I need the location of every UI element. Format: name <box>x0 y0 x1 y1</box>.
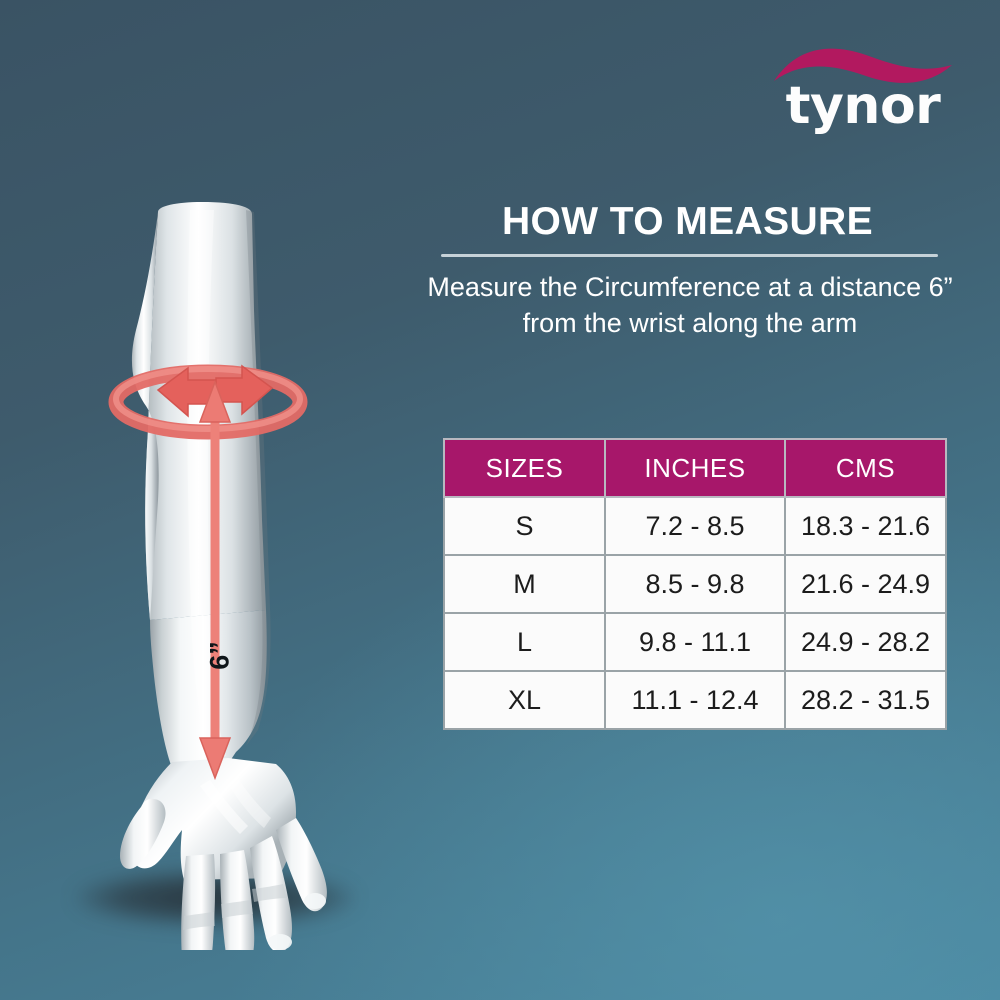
table-header-row: SIZES INCHES CMS <box>443 438 947 498</box>
column-header-cms: CMS <box>784 438 947 498</box>
cell-cms: 24.9 - 28.2 <box>784 612 947 672</box>
cell-inches: 11.1 - 12.4 <box>604 670 786 730</box>
size-chart-table: SIZES INCHES CMS S 7.2 - 8.5 18.3 - 21.6… <box>443 438 947 730</box>
cell-size: S <box>443 496 606 556</box>
cell-cms: 28.2 - 31.5 <box>784 670 947 730</box>
circumference-arrow <box>108 364 308 440</box>
table-row: XL 11.1 - 12.4 28.2 - 31.5 <box>443 670 947 730</box>
brand-logo: tynor <box>762 44 962 144</box>
hand-shape <box>120 758 327 950</box>
cell-cms: 21.6 - 24.9 <box>784 554 947 614</box>
page-title: HOW TO MEASURE <box>501 200 874 243</box>
cell-size: L <box>443 612 606 672</box>
arm-graphic <box>108 202 327 950</box>
arm-illustration: 6” <box>40 190 380 950</box>
cell-inches: 9.8 - 11.1 <box>604 612 786 672</box>
swoosh-icon <box>774 48 952 83</box>
length-arrow <box>198 379 232 781</box>
cell-inches: 7.2 - 8.5 <box>604 496 786 556</box>
cell-size: M <box>443 554 606 614</box>
cell-cms: 18.3 - 21.6 <box>784 496 947 556</box>
title-divider <box>441 254 938 257</box>
column-header-inches: INCHES <box>604 438 786 498</box>
measure-distance-label: 6” <box>204 641 235 670</box>
table-row: M 8.5 - 9.8 21.6 - 24.9 <box>443 554 947 614</box>
brand-wordmark: tynor <box>785 76 941 136</box>
table-row: S 7.2 - 8.5 18.3 - 21.6 <box>443 496 947 556</box>
cell-inches: 8.5 - 9.8 <box>604 554 786 614</box>
column-header-sizes: SIZES <box>443 438 606 498</box>
cell-size: XL <box>443 670 606 730</box>
table-row: L 9.8 - 11.1 24.9 - 28.2 <box>443 612 947 672</box>
page-subtitle: Measure the Circumference at a distance … <box>427 272 953 338</box>
